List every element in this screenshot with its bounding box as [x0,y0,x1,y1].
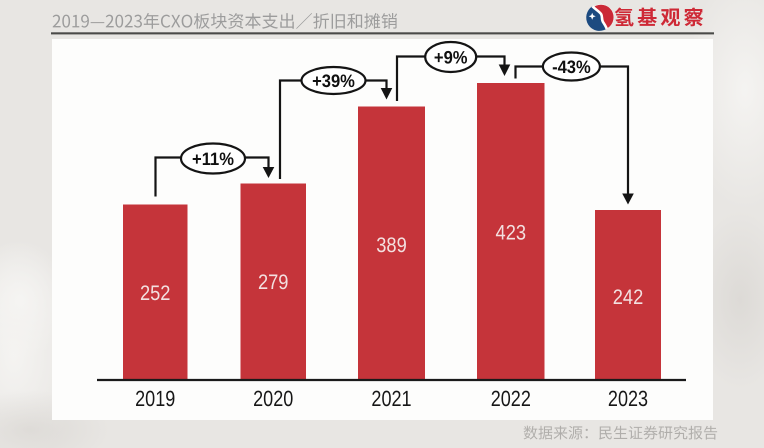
svg-text:-43%: -43% [552,57,591,77]
svg-text:+11%: +11% [192,149,234,169]
svg-text:2023: 2023 [608,386,648,411]
svg-text:2021: 2021 [371,386,411,411]
svg-text:2019: 2019 [135,386,175,411]
svg-text:2022: 2022 [491,386,531,411]
svg-text:389: 389 [376,234,406,257]
svg-text:2020: 2020 [253,386,293,411]
svg-text:+9%: +9% [434,47,468,67]
svg-text:252: 252 [140,282,170,305]
svg-text:279: 279 [258,271,288,294]
svg-text:+39%: +39% [312,71,355,91]
svg-text:242: 242 [613,286,643,309]
svg-text:423: 423 [496,222,526,245]
